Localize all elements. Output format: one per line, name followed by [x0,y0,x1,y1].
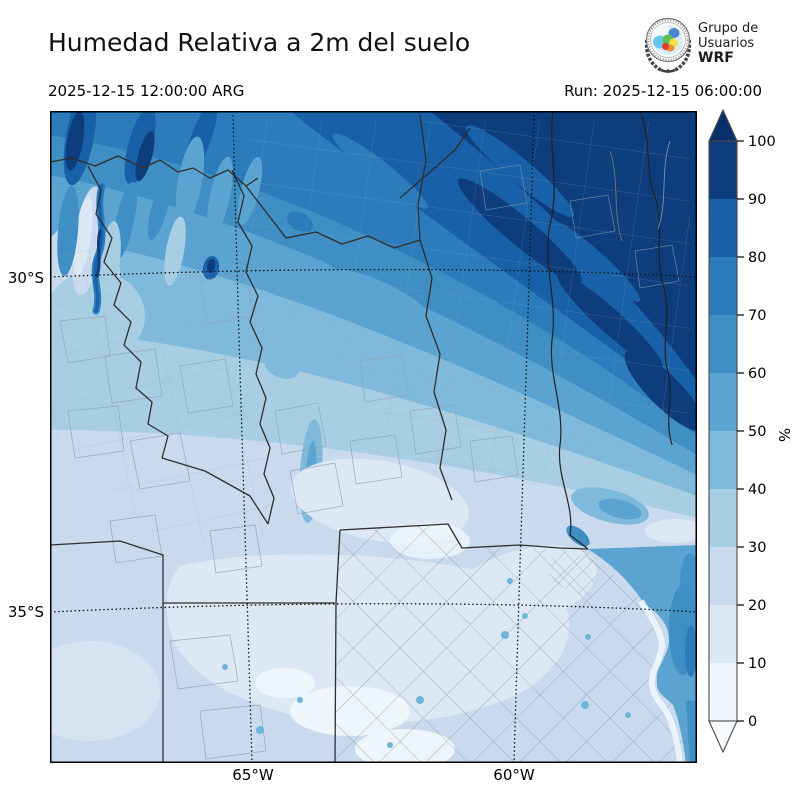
colorbar-under-arrow [708,720,738,754]
lat-label-30s: 30°S [7,269,44,287]
svg-text:30: 30 [748,540,766,556]
run-time-label: Run: 2025-12-15 06:00:00 [564,82,762,100]
svg-text:70: 70 [748,308,766,324]
wrf-logo-seal-icon [644,17,692,73]
colorbar-unit-label: % [775,428,793,442]
valid-time-label: 2025-12-15 12:00:00 ARG [48,82,245,100]
svg-text:0: 0 [748,714,757,730]
lon-label-60w: 60°W [493,766,535,784]
wrf-logo-text: Grupo de Usuarios WRF [698,21,758,66]
svg-text:80: 80 [748,250,766,266]
humidity-colorbar: 0 10 20 30 40 50 60 70 80 90 100 % [708,108,793,754]
colorbar-ticks: 0 10 20 30 40 50 60 70 80 90 100 [737,134,776,730]
humidity-contour-map [50,111,697,763]
page-title: Humedad Relativa a 2m del suelo [48,28,471,57]
svg-text:100: 100 [748,134,776,150]
lon-label-65w: 65°W [232,766,274,784]
logo-line-3: WRF [698,49,734,66]
svg-text:40: 40 [748,482,766,498]
svg-text:60: 60 [748,366,766,382]
logo-line-1: Grupo de [698,20,759,36]
svg-text:50: 50 [748,424,766,440]
lat-label-35s: 35°S [7,603,44,621]
colorbar-over-arrow [708,108,738,142]
svg-text:10: 10 [748,656,766,672]
svg-text:90: 90 [748,192,766,208]
svg-text:20: 20 [748,598,766,614]
logo-line-2: Usuarios [698,35,755,51]
colorbar-segments [709,141,737,721]
wrf-logo: Grupo de Usuarios WRF [641,12,758,74]
